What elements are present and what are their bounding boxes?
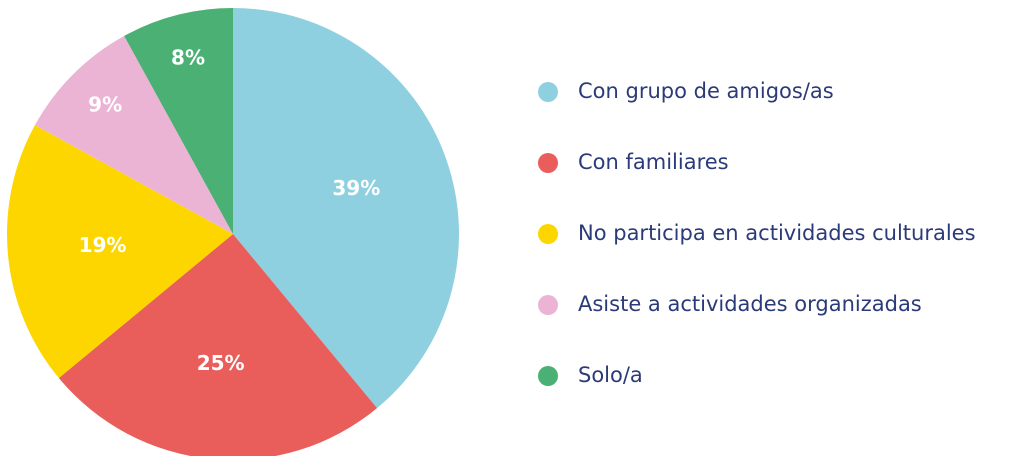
legend-marker — [538, 224, 558, 244]
slice-label: 8% — [171, 45, 205, 69]
pie-slice — [124, 8, 233, 234]
pie-slice — [34, 35, 234, 235]
slice-label: 19% — [79, 233, 127, 257]
legend-label: Asiste a actividades organizadas — [578, 292, 922, 316]
legend-label: Solo/a — [578, 363, 643, 387]
legend-marker — [538, 366, 558, 386]
pie-slice — [233, 8, 459, 409]
pie-slice — [7, 125, 233, 379]
legend-label: Con grupo de amigos/as — [578, 79, 834, 103]
slice-label: 25% — [197, 351, 245, 375]
pie-slice — [58, 234, 378, 460]
legend-marker — [538, 153, 558, 173]
legend-label: Con familiares — [578, 150, 729, 174]
slice-label: 39% — [332, 176, 380, 200]
legend-marker — [538, 295, 558, 315]
slice-label: 9% — [88, 93, 122, 117]
legend-label: No participa en actividades culturales — [578, 221, 976, 245]
legend-marker — [538, 82, 558, 102]
